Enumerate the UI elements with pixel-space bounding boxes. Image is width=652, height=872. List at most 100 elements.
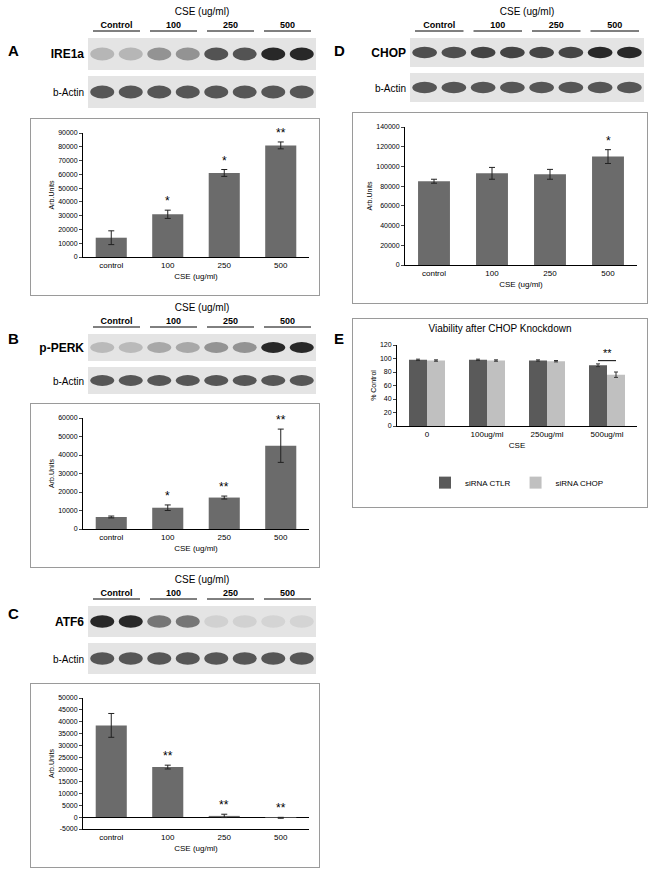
svg-text:*: *: [165, 194, 170, 208]
svg-text:40000: 40000: [380, 222, 400, 229]
svg-text:40000: 40000: [58, 451, 78, 458]
svg-text:**: **: [276, 126, 286, 140]
svg-text:100: 100: [161, 533, 175, 542]
svg-text:ATF6: ATF6: [55, 615, 84, 629]
svg-text:CSE (ug/ml): CSE (ug/ml): [175, 6, 229, 17]
svg-text:100: 100: [490, 20, 505, 30]
svg-text:500: 500: [274, 833, 288, 842]
svg-text:0: 0: [74, 814, 78, 821]
svg-text:500: 500: [607, 20, 622, 30]
svg-text:40000: 40000: [58, 718, 78, 725]
svg-text:250ug/ml: 250ug/ml: [531, 430, 564, 439]
svg-text:control: control: [99, 261, 123, 270]
svg-text:250: 250: [549, 20, 564, 30]
svg-text:siRNA CTLR: siRNA CTLR: [465, 479, 511, 488]
svg-text:90000: 90000: [58, 129, 78, 136]
svg-text:control: control: [422, 269, 446, 278]
svg-text:Arb.Units: Arb.Units: [48, 180, 55, 209]
svg-text:10000: 10000: [58, 240, 78, 247]
svg-text:500: 500: [274, 261, 288, 270]
svg-text:10000: 10000: [58, 507, 78, 514]
svg-text:0: 0: [74, 525, 78, 532]
svg-text:b-Actin: b-Actin: [375, 83, 406, 94]
svg-text:60000: 60000: [380, 202, 400, 209]
svg-text:CSE (ug/ml): CSE (ug/ml): [175, 574, 229, 585]
svg-text:100: 100: [166, 316, 181, 326]
svg-text:100000: 100000: [376, 163, 399, 170]
svg-text:40000: 40000: [58, 198, 78, 205]
svg-text:60: 60: [384, 382, 392, 389]
svg-text:140000: 140000: [376, 123, 399, 130]
svg-text:0: 0: [388, 422, 392, 429]
svg-text:20000: 20000: [58, 488, 78, 495]
svg-text:*: *: [606, 134, 611, 148]
svg-text:Control: Control: [423, 20, 455, 30]
svg-text:20000: 20000: [58, 226, 78, 233]
svg-text:0: 0: [425, 430, 430, 439]
svg-text:120: 120: [380, 341, 392, 348]
svg-text:40: 40: [384, 395, 392, 402]
svg-text:**: **: [219, 798, 229, 812]
svg-text:CSE (ug/ml): CSE (ug/ml): [175, 302, 229, 313]
svg-text:*: *: [165, 489, 170, 503]
svg-text:**: **: [163, 749, 173, 763]
svg-text:60000: 60000: [58, 171, 78, 178]
svg-text:**: **: [603, 347, 612, 359]
svg-text:80000: 80000: [58, 143, 78, 150]
svg-text:IRE1a: IRE1a: [51, 47, 85, 61]
svg-text:80: 80: [384, 368, 392, 375]
svg-text:500: 500: [274, 533, 288, 542]
svg-text:25000: 25000: [58, 754, 78, 761]
svg-text:250: 250: [223, 20, 238, 30]
svg-text:20000: 20000: [380, 242, 400, 249]
svg-text:30000: 30000: [58, 212, 78, 219]
svg-text:Control: Control: [101, 588, 133, 598]
svg-text:250: 250: [218, 261, 232, 270]
svg-text:60000: 60000: [58, 414, 78, 421]
svg-text:120000: 120000: [376, 143, 399, 150]
svg-text:500: 500: [280, 316, 295, 326]
svg-text:20000: 20000: [58, 766, 78, 773]
svg-text:100: 100: [161, 261, 175, 270]
svg-text:45000: 45000: [58, 706, 78, 713]
svg-text:100: 100: [166, 20, 181, 30]
svg-text:CSE (ug/ml): CSE (ug/ml): [499, 280, 543, 289]
svg-text:Viability after CHOP Knockdown: Viability after CHOP Knockdown: [428, 323, 571, 334]
svg-text:Control: Control: [101, 20, 133, 30]
svg-text:50000: 50000: [58, 433, 78, 440]
svg-text:5000: 5000: [62, 802, 78, 809]
svg-text:control: control: [99, 533, 123, 542]
svg-text:CHOP: CHOP: [371, 46, 406, 60]
svg-text:250: 250: [223, 316, 238, 326]
svg-text:CSE (ug/ml): CSE (ug/ml): [174, 544, 218, 553]
svg-text:Arb.Units: Arb.Units: [48, 749, 55, 778]
svg-text:50000: 50000: [58, 694, 78, 701]
svg-text:250: 250: [218, 533, 232, 542]
svg-text:% Control: % Control: [370, 370, 377, 401]
svg-text:10000: 10000: [58, 790, 78, 797]
svg-text:70000: 70000: [58, 157, 78, 164]
svg-text:Arb.Units: Arb.Units: [48, 459, 55, 488]
svg-text:CSE: CSE: [509, 441, 525, 450]
svg-text:500ug/ml: 500ug/ml: [591, 430, 624, 439]
svg-text:b-Actin: b-Actin: [53, 87, 84, 98]
svg-text:CSE (ug/ml): CSE (ug/ml): [174, 272, 218, 281]
svg-text:250: 250: [218, 833, 232, 842]
svg-text:CSE (ug/ml): CSE (ug/ml): [500, 6, 554, 17]
svg-text:*: *: [222, 154, 227, 168]
svg-text:100: 100: [485, 269, 499, 278]
svg-text:100ug/ml: 100ug/ml: [471, 430, 504, 439]
svg-text:50000: 50000: [58, 185, 78, 192]
svg-text:CSE (ug/ml): CSE (ug/ml): [174, 844, 218, 853]
svg-text:100: 100: [166, 588, 181, 598]
svg-text:30000: 30000: [58, 742, 78, 749]
svg-text:80000: 80000: [380, 183, 400, 190]
svg-text:500: 500: [280, 20, 295, 30]
svg-text:15000: 15000: [58, 778, 78, 785]
svg-text:250: 250: [223, 588, 238, 598]
svg-text:100: 100: [161, 833, 175, 842]
svg-text:30000: 30000: [58, 470, 78, 477]
svg-text:0: 0: [396, 261, 400, 268]
svg-text:500: 500: [601, 269, 615, 278]
svg-text:20: 20: [384, 409, 392, 416]
